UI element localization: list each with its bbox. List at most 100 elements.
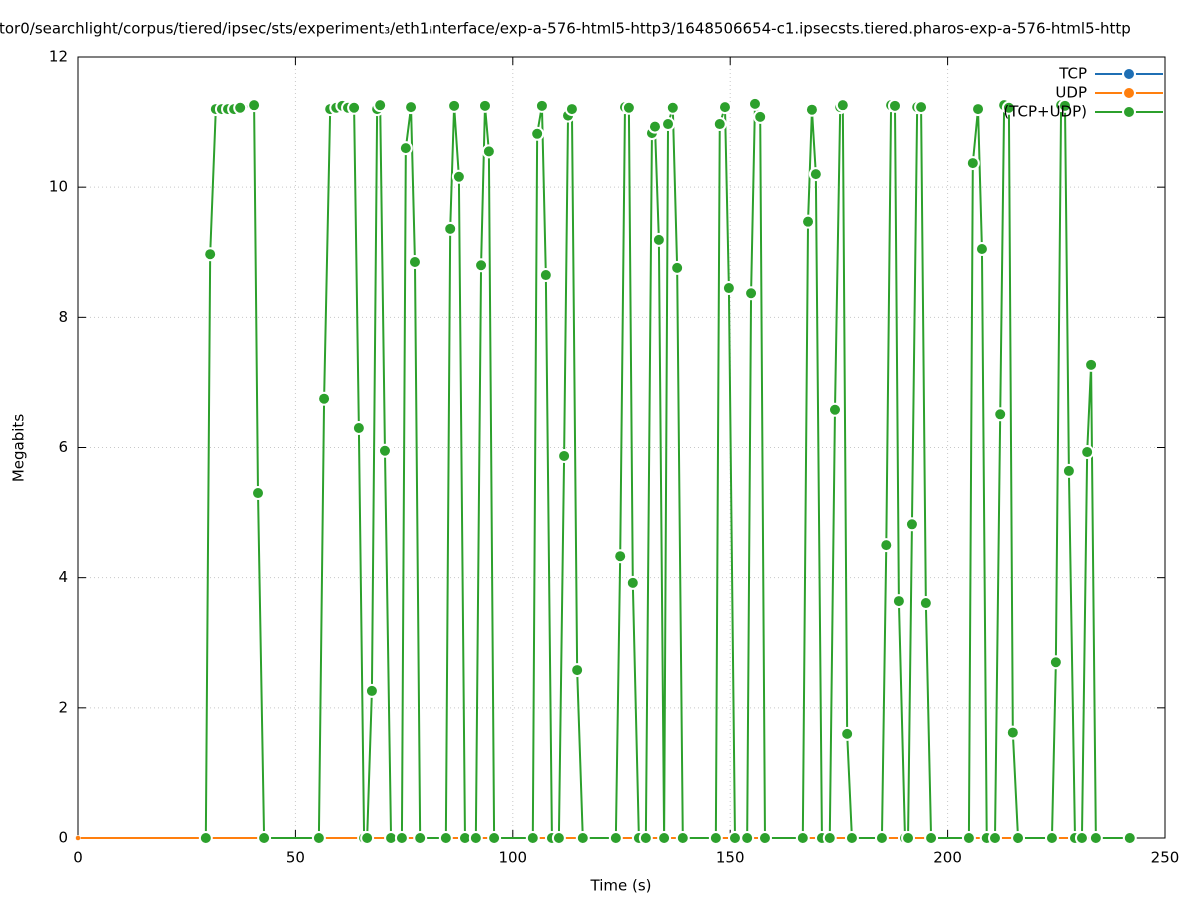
legend-marker bbox=[1122, 105, 1136, 119]
data-point bbox=[1048, 655, 1063, 670]
data-point bbox=[651, 232, 666, 247]
legend-label: TCP bbox=[1058, 65, 1087, 83]
data-point bbox=[712, 117, 727, 132]
data-point bbox=[971, 102, 986, 117]
data-point bbox=[1074, 831, 1089, 845]
data-point bbox=[914, 100, 929, 115]
data-point bbox=[1088, 831, 1103, 845]
legend-label: UDP bbox=[1055, 84, 1087, 102]
data-point bbox=[398, 141, 413, 156]
data-point bbox=[360, 831, 375, 845]
data-point bbox=[438, 831, 453, 845]
data-point bbox=[477, 98, 492, 113]
data-point bbox=[965, 156, 980, 171]
data-point bbox=[203, 247, 218, 262]
data-point bbox=[974, 241, 989, 256]
data-point bbox=[613, 549, 628, 564]
data-point bbox=[835, 98, 850, 113]
data-point bbox=[879, 538, 894, 553]
data-point bbox=[1044, 831, 1059, 845]
data-point bbox=[75, 835, 81, 841]
data-point bbox=[377, 443, 392, 458]
legend-marker bbox=[1122, 86, 1136, 100]
data-point bbox=[347, 100, 362, 115]
data-point bbox=[525, 831, 540, 845]
data-point bbox=[251, 486, 266, 501]
data-point bbox=[564, 102, 579, 117]
data-point bbox=[1005, 725, 1020, 740]
data-point bbox=[747, 96, 762, 111]
data-point bbox=[961, 831, 976, 845]
data-point bbox=[257, 831, 272, 845]
data-point bbox=[827, 402, 842, 417]
data-point bbox=[657, 831, 672, 845]
x-tick-label: 50 bbox=[286, 849, 305, 867]
data-point bbox=[840, 726, 855, 741]
data-point bbox=[638, 831, 653, 845]
data-point bbox=[740, 831, 755, 845]
data-point bbox=[721, 281, 736, 296]
data-point bbox=[891, 594, 906, 609]
x-tick-label: 150 bbox=[716, 849, 745, 867]
data-point bbox=[317, 391, 332, 406]
x-tick-label: 100 bbox=[498, 849, 527, 867]
data-point bbox=[534, 98, 549, 113]
y-tick-label: 8 bbox=[58, 308, 68, 326]
data-point bbox=[918, 596, 933, 611]
y-tick-label: 10 bbox=[49, 178, 68, 196]
data-point bbox=[904, 517, 919, 532]
data-point bbox=[1080, 445, 1095, 460]
data-point bbox=[808, 167, 823, 182]
data-point bbox=[1122, 831, 1137, 845]
data-point bbox=[901, 831, 916, 845]
data-point bbox=[753, 109, 768, 124]
data-point bbox=[451, 169, 466, 184]
data-point bbox=[822, 831, 837, 845]
data-point bbox=[570, 663, 585, 678]
data-point bbox=[993, 407, 1008, 422]
x-tick-label: 0 bbox=[73, 849, 83, 867]
data-point bbox=[608, 831, 623, 845]
data-point bbox=[538, 268, 553, 283]
data-point bbox=[1084, 357, 1099, 372]
x-tick-label: 250 bbox=[1151, 849, 1180, 867]
data-point bbox=[727, 831, 742, 845]
legend-label: (TCP+UDP) bbox=[1003, 103, 1087, 121]
data-point bbox=[1061, 463, 1076, 478]
y-tick-label: 2 bbox=[58, 698, 68, 716]
data-point bbox=[404, 100, 419, 115]
data-point bbox=[675, 831, 690, 845]
series-line bbox=[204, 102, 1130, 839]
data-point bbox=[373, 98, 388, 113]
data-point bbox=[757, 831, 772, 845]
data-point bbox=[557, 448, 572, 463]
y-tick-label: 0 bbox=[58, 829, 68, 847]
data-point bbox=[647, 119, 662, 134]
data-point bbox=[1057, 98, 1072, 113]
data-point bbox=[413, 831, 428, 845]
data-point bbox=[744, 286, 759, 301]
data-point bbox=[801, 214, 816, 229]
data-point bbox=[198, 831, 213, 845]
data-point bbox=[364, 683, 379, 698]
data-point bbox=[804, 102, 819, 117]
data-point bbox=[844, 831, 859, 845]
data-point bbox=[708, 831, 723, 845]
x-tick-label: 200 bbox=[933, 849, 962, 867]
data-point bbox=[487, 831, 502, 845]
data-point bbox=[874, 831, 889, 845]
data-point bbox=[625, 575, 640, 590]
data-point bbox=[447, 98, 462, 113]
x-axis-label: Time (s) bbox=[590, 877, 652, 895]
data-point bbox=[351, 420, 366, 435]
data-point bbox=[233, 100, 248, 115]
data-point bbox=[1001, 100, 1016, 115]
data-point bbox=[661, 117, 676, 132]
data-point bbox=[670, 260, 685, 275]
data-point bbox=[311, 831, 326, 845]
data-point bbox=[1011, 831, 1026, 845]
data-point bbox=[407, 255, 422, 270]
data-point bbox=[468, 831, 483, 845]
data-point bbox=[621, 100, 636, 115]
chart-title: tor0/searchlight/corpus/tiered/ipsec/sts… bbox=[0, 20, 1131, 38]
